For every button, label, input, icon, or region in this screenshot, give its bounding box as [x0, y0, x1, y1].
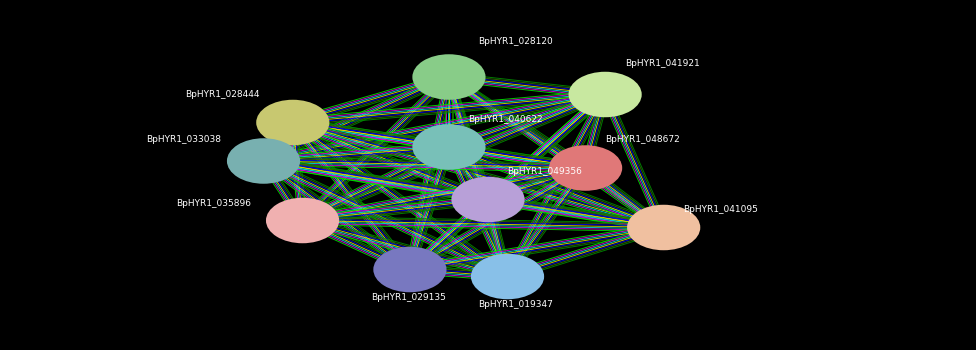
Text: BpHYR1_035896: BpHYR1_035896: [176, 198, 251, 208]
Text: BpHYR1_041095: BpHYR1_041095: [683, 205, 758, 215]
Text: BpHYR1_049356: BpHYR1_049356: [508, 167, 583, 176]
Ellipse shape: [373, 247, 447, 292]
Text: BpHYR1_040622: BpHYR1_040622: [468, 114, 543, 124]
Text: BpHYR1_028444: BpHYR1_028444: [185, 90, 260, 99]
Ellipse shape: [451, 177, 525, 222]
Ellipse shape: [471, 254, 545, 299]
Text: BpHYR1_041921: BpHYR1_041921: [625, 58, 700, 68]
Ellipse shape: [568, 72, 642, 117]
Text: BpHYR1_029135: BpHYR1_029135: [371, 293, 446, 302]
Ellipse shape: [413, 54, 486, 100]
Ellipse shape: [549, 145, 623, 191]
Text: BpHYR1_048672: BpHYR1_048672: [605, 135, 680, 145]
Ellipse shape: [256, 100, 330, 145]
Text: BpHYR1_028120: BpHYR1_028120: [478, 37, 553, 47]
Ellipse shape: [227, 138, 301, 184]
Ellipse shape: [628, 205, 701, 250]
Text: BpHYR1_019347: BpHYR1_019347: [478, 300, 553, 309]
Text: BpHYR1_033038: BpHYR1_033038: [146, 135, 222, 145]
Ellipse shape: [413, 124, 486, 170]
Ellipse shape: [265, 198, 340, 243]
